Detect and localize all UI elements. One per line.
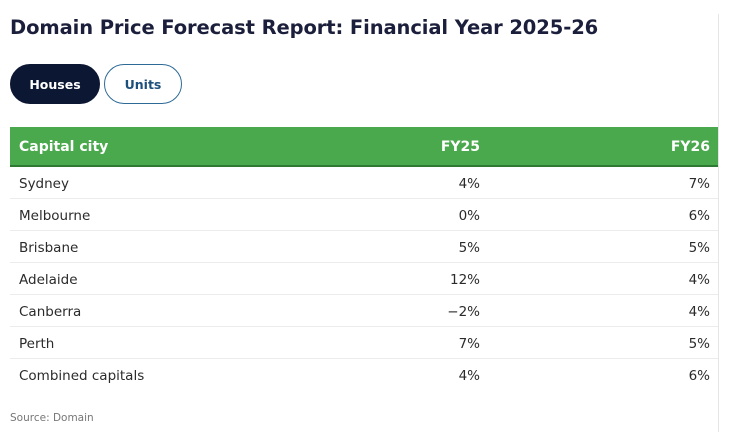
fy26-cell: 4% xyxy=(688,304,710,320)
column-header-fy25: FY25 xyxy=(440,139,480,155)
table-row: Brisbane 5% 5% xyxy=(10,231,718,263)
fy25-cell: 12% xyxy=(449,272,480,288)
city-cell: Sydney xyxy=(19,176,69,192)
column-header-fy26: FY26 xyxy=(670,139,710,155)
table-row: Perth 7% 5% xyxy=(10,327,718,359)
table-row: Combined capitals 4% 6% xyxy=(10,359,718,391)
fy25-cell: 4% xyxy=(458,176,480,192)
fy26-cell: 5% xyxy=(688,240,710,256)
fy26-cell: 4% xyxy=(688,272,710,288)
tab-units[interactable]: Units xyxy=(104,64,182,104)
table-row: Canberra −2% 4% xyxy=(10,295,718,327)
page-title: Domain Price Forecast Report: Financial … xyxy=(10,16,599,39)
fy25-cell: 4% xyxy=(458,368,480,384)
fy25-cell: 7% xyxy=(458,336,480,352)
fy25-cell: 0% xyxy=(458,208,480,224)
fy25-cell: −2% xyxy=(447,304,480,320)
city-cell: Brisbane xyxy=(19,240,79,256)
right-divider xyxy=(718,14,719,432)
table-row: Sydney 4% 7% xyxy=(10,167,718,199)
city-cell: Perth xyxy=(19,336,55,352)
fy26-cell: 5% xyxy=(688,336,710,352)
fy26-cell: 6% xyxy=(688,368,710,384)
table-header-row: Capital city FY25 FY26 xyxy=(10,127,718,167)
fy26-cell: 7% xyxy=(688,176,710,192)
table-row: Melbourne 0% 6% xyxy=(10,199,718,231)
fy25-cell: 5% xyxy=(458,240,480,256)
tab-houses[interactable]: Houses xyxy=(10,64,100,104)
source-note: Source: Domain xyxy=(10,412,94,424)
city-cell: Canberra xyxy=(19,304,82,320)
city-cell: Combined capitals xyxy=(19,368,145,384)
city-cell: Adelaide xyxy=(19,272,78,288)
city-cell: Melbourne xyxy=(19,208,91,224)
fy26-cell: 6% xyxy=(688,208,710,224)
column-header-capital-city: Capital city xyxy=(19,139,109,155)
table-row: Adelaide 12% 4% xyxy=(10,263,718,295)
forecast-table: Capital city FY25 FY26 Sydney 4% 7% Melb… xyxy=(10,127,718,391)
